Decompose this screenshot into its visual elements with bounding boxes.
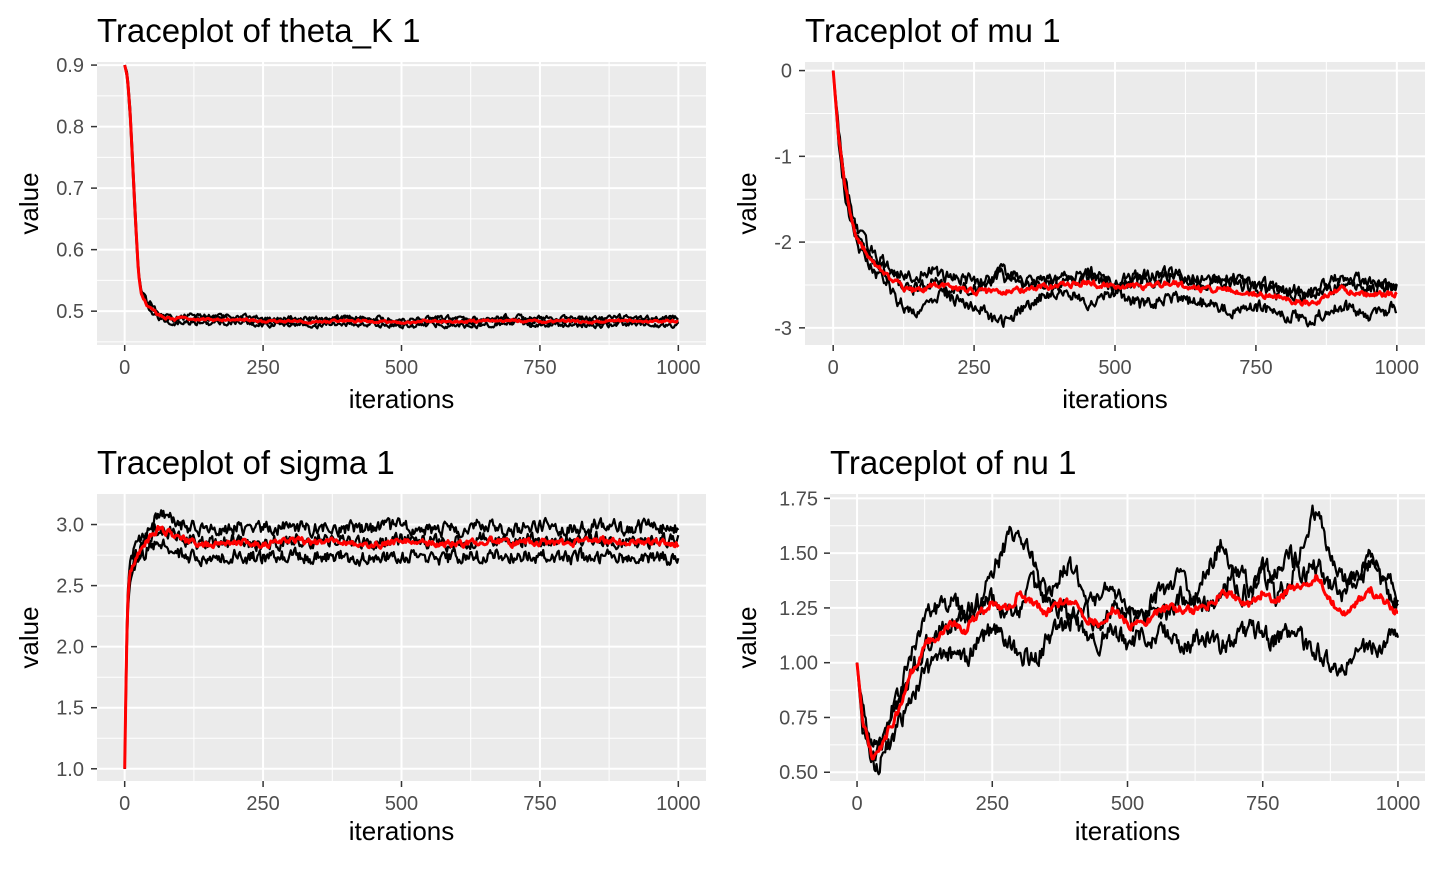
x-tick-label: 1000 (1376, 793, 1421, 815)
series-line-chain-2 (123, 538, 680, 769)
y-tick-label: 1.00 (779, 653, 818, 675)
x-tick-label: 500 (1111, 793, 1144, 815)
x-tick-label: 1000 (1375, 357, 1420, 379)
x-tick-label: 250 (976, 793, 1009, 815)
y-tick-label: 0.7 (56, 178, 84, 200)
x-tick-label: 750 (523, 357, 556, 379)
y-tick-label: 1.5 (56, 698, 84, 720)
x-tick-label: 250 (246, 793, 279, 815)
series-line-mean (831, 70, 1398, 307)
series-line-chain-2 (855, 606, 1400, 776)
y-axis-title: value (732, 606, 762, 668)
series-line-chain-3 (123, 64, 679, 324)
x-tick-label: 1000 (656, 357, 701, 379)
panel-3: 0 250 500 750 1000 1.0 1.5 2.0 2.5 3.0 Traceplot o… (14, 444, 706, 846)
x-tick-label: 0 (851, 793, 862, 815)
panel-title: Traceplot of sigma 1 (97, 444, 395, 481)
series-line-mean (123, 64, 679, 325)
y-tick-label: -2 (774, 232, 792, 254)
x-tick-label: 750 (1246, 793, 1279, 815)
panel-1: 0 250 500 750 1000 0.5 0.6 0.7 0.8 0.9 Traceplot o… (14, 12, 706, 414)
panel-2: 0 250 500 750 1000 -3 -2 -1 0 Traceplot of mu 1 it… (732, 12, 1425, 414)
panel-title: Traceplot of mu 1 (805, 12, 1061, 49)
y-tick-label: 3.0 (56, 515, 84, 537)
y-tick-label: 0.9 (56, 55, 84, 77)
series-line-chain-3 (123, 509, 680, 769)
y-axis-title: value (14, 172, 44, 234)
y-tick-label: 2.5 (56, 576, 84, 598)
x-axis-title: iterations (349, 384, 455, 414)
panel-title: Traceplot of nu 1 (830, 444, 1076, 481)
panel-title: Traceplot of theta_K 1 (97, 12, 420, 49)
x-tick-label: 250 (246, 357, 279, 379)
x-tick-label: 250 (957, 357, 990, 379)
x-tick-label: 0 (119, 793, 130, 815)
x-tick-label: 1000 (656, 793, 701, 815)
y-tick-label: 1.75 (779, 488, 818, 510)
y-tick-label: 1.25 (779, 598, 818, 620)
series-line-mean (123, 524, 680, 769)
y-tick-label: 1.0 (56, 759, 84, 781)
panel-4: 0 250 500 750 1000 0.50 0.75 1.00 1.25 1.50 1.75 Tr… (732, 444, 1425, 846)
y-tick-label: 2.0 (56, 637, 84, 659)
series-line-chain-3 (832, 70, 1398, 298)
y-tick-label: 0.5 (56, 301, 84, 323)
series-line-chain-2 (832, 70, 1398, 328)
series-line-chain-3 (855, 538, 1399, 749)
x-tick-label: 750 (1239, 357, 1272, 379)
series-line-mean (855, 574, 1399, 761)
x-axis-title: iterations (1062, 384, 1168, 414)
y-tick-label: 0 (781, 61, 792, 83)
y-tick-label: -3 (774, 318, 792, 340)
x-tick-label: 0 (119, 357, 130, 379)
y-tick-label: 0.8 (56, 117, 84, 139)
x-tick-label: 0 (828, 357, 839, 379)
y-tick-label: 0.50 (779, 762, 818, 784)
x-axis-title: iterations (349, 816, 455, 846)
y-axis-title: value (732, 172, 762, 234)
x-tick-label: 500 (385, 357, 418, 379)
x-tick-label: 750 (523, 793, 556, 815)
y-tick-label: 0.6 (56, 240, 84, 262)
y-tick-label: 0.75 (779, 707, 818, 729)
x-tick-label: 500 (385, 793, 418, 815)
y-axis-title: value (14, 606, 44, 668)
x-axis-title: iterations (1075, 816, 1181, 846)
x-tick-label: 500 (1098, 357, 1131, 379)
y-tick-label: 1.50 (779, 543, 818, 565)
y-tick-label: -1 (774, 146, 792, 168)
